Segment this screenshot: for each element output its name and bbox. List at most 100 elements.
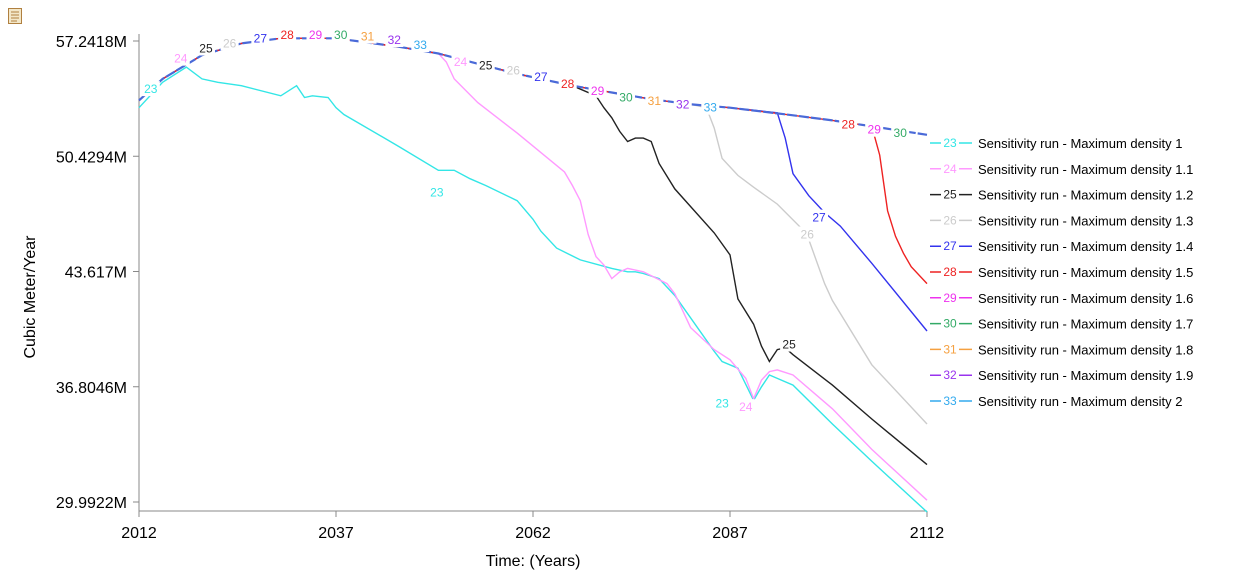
marker-bg bbox=[427, 184, 446, 200]
legend-marker: 23 bbox=[943, 136, 957, 150]
legend-item: 23 Sensitivity run - Maximum density 1 bbox=[930, 135, 1182, 151]
axes bbox=[138, 34, 927, 512]
series-marker-label: 28 bbox=[280, 28, 294, 42]
legend-item: 25 Sensitivity run - Maximum density 1.2 bbox=[930, 186, 1193, 203]
legend-marker-bg bbox=[941, 264, 959, 279]
series-marker-label: 24 bbox=[174, 52, 188, 66]
legend-marker-bg bbox=[941, 315, 959, 331]
marker-bg bbox=[531, 69, 550, 85]
series-marker-label: 23 bbox=[144, 82, 158, 96]
legend-marker: 33 bbox=[943, 394, 957, 408]
legend-marker-bg bbox=[941, 238, 959, 254]
series-marker-label: 24 bbox=[454, 55, 468, 69]
series-marker-label: 26 bbox=[507, 63, 521, 77]
x-tick-label: 2012 bbox=[121, 525, 157, 542]
series-marker-label: 26 bbox=[223, 36, 237, 50]
marker-bg bbox=[780, 336, 799, 352]
marker-bg bbox=[141, 81, 160, 97]
series-marker-label: 27 bbox=[534, 70, 548, 84]
series-line-24 bbox=[138, 37, 928, 501]
y-tick-label: 50.4294M bbox=[56, 149, 127, 166]
legend-item: 29 Sensitivity run - Maximum density 1.6 bbox=[930, 289, 1193, 306]
legend-label: Sensitivity run - Maximum density 1.9 bbox=[978, 368, 1193, 383]
y-tick-label: 29.9922M bbox=[56, 495, 127, 512]
series-marker-label: 31 bbox=[648, 94, 662, 108]
legend-marker: 29 bbox=[943, 291, 957, 305]
series-marker-label: 32 bbox=[676, 97, 690, 111]
legend-label: Sensitivity run - Maximum density 1.4 bbox=[978, 239, 1193, 254]
legend-label: Sensitivity run - Maximum density 1.1 bbox=[978, 162, 1193, 177]
marker-bg bbox=[673, 96, 692, 112]
document-icon[interactable] bbox=[8, 8, 22, 24]
series-marker-label: 28 bbox=[561, 77, 575, 91]
marker-bg bbox=[171, 50, 190, 66]
series-marker-label: 33 bbox=[414, 38, 428, 52]
series-marker-label: 30 bbox=[619, 91, 633, 105]
marker-bg bbox=[306, 26, 325, 42]
marker-bg bbox=[713, 395, 732, 411]
legend-marker-bg bbox=[941, 341, 959, 357]
marker-bg bbox=[616, 89, 635, 105]
legend-marker: 30 bbox=[943, 317, 957, 331]
legend-label: Sensitivity run - Maximum density 1.3 bbox=[978, 213, 1193, 228]
x-tick-label: 2037 bbox=[318, 525, 354, 542]
legend-marker: 32 bbox=[943, 368, 957, 382]
legend-label: Sensitivity run - Maximum density 1.8 bbox=[978, 342, 1193, 357]
y-tick-label: 36.8046M bbox=[56, 380, 127, 397]
series-marker-label: 25 bbox=[782, 338, 796, 352]
marker-bg bbox=[701, 99, 720, 115]
x-tick-label: 2087 bbox=[712, 525, 748, 542]
legend-marker: 27 bbox=[943, 239, 957, 253]
marker-bg bbox=[220, 35, 239, 51]
legend-item: 24 Sensitivity run - Maximum density 1.1 bbox=[930, 160, 1193, 177]
series-marker-label: 29 bbox=[591, 84, 605, 98]
marker-bg bbox=[891, 125, 910, 141]
y-axis-title: Cubic Meter/Year bbox=[22, 235, 39, 359]
legend-marker-bg bbox=[941, 393, 959, 408]
series-marker-label: 30 bbox=[334, 28, 348, 42]
legend-marker-bg bbox=[941, 289, 959, 305]
marker-bg bbox=[451, 54, 470, 70]
series-marker-label: 29 bbox=[868, 123, 882, 137]
series-marker-label: 31 bbox=[361, 30, 375, 44]
marker-bg bbox=[810, 209, 829, 225]
legend-item: 33 Sensitivity run - Maximum density 2 bbox=[930, 393, 1182, 409]
legend-item: 27 Sensitivity run - Maximum density 1.4 bbox=[930, 238, 1193, 254]
marker-bg bbox=[558, 76, 577, 92]
marker-bg bbox=[798, 226, 817, 242]
legend-label: Sensitivity run - Maximum density 1 bbox=[978, 136, 1182, 151]
legend-item: 26 Sensitivity run - Maximum density 1.3 bbox=[930, 212, 1193, 228]
series-marker-label: 30 bbox=[894, 126, 908, 140]
legend-label: Sensitivity run - Maximum density 2 bbox=[978, 394, 1182, 409]
series-marker-label: 23 bbox=[715, 397, 729, 411]
legend-label: Sensitivity run - Maximum density 1.2 bbox=[978, 188, 1193, 203]
marker-bg bbox=[358, 28, 377, 44]
legend-item: 30 Sensitivity run - Maximum density 1.7 bbox=[930, 315, 1193, 332]
series-marker-label: 27 bbox=[812, 211, 826, 225]
marker-bg bbox=[645, 92, 664, 108]
series-marker-label: 24 bbox=[739, 400, 753, 414]
legend-marker-bg bbox=[941, 367, 959, 383]
series-marker-label: 26 bbox=[801, 228, 815, 242]
y-tick-label: 57.2418M bbox=[56, 34, 127, 51]
x-tick-label: 2062 bbox=[515, 525, 551, 542]
legend-item: 28 Sensitivity run - Maximum density 1.5 bbox=[930, 264, 1193, 280]
legend-item: 32 Sensitivity run - Maximum density 1.9 bbox=[930, 367, 1193, 383]
legend-marker: 24 bbox=[943, 162, 957, 176]
legend-marker: 26 bbox=[943, 213, 957, 227]
marker-bg bbox=[196, 40, 215, 56]
series-line-overlap bbox=[138, 37, 928, 136]
legend-marker: 25 bbox=[943, 188, 957, 202]
legend-marker-bg bbox=[941, 212, 959, 228]
legend-marker-bg bbox=[941, 160, 959, 176]
legend-marker-bg bbox=[941, 135, 959, 150]
marker-bg bbox=[588, 82, 607, 98]
marker-bg bbox=[385, 32, 404, 48]
legend-marker: 28 bbox=[943, 265, 957, 279]
series-marker-label: 25 bbox=[479, 58, 493, 72]
legend-label: Sensitivity run - Maximum density 1.6 bbox=[978, 291, 1193, 306]
marker-bg bbox=[411, 37, 430, 53]
marker-bg bbox=[736, 399, 755, 415]
legend-label: Sensitivity run - Maximum density 1.7 bbox=[978, 317, 1193, 332]
series-marker-label: 27 bbox=[254, 31, 268, 45]
